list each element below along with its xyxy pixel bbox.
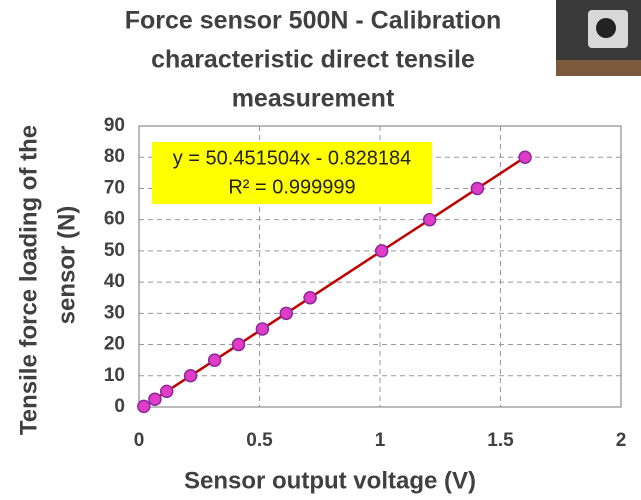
data-point xyxy=(138,400,150,412)
chart: Force sensor 500N - Calibration characte… xyxy=(0,0,641,500)
x-tick-label: 1.5 xyxy=(487,430,514,451)
y-tick-label: 30 xyxy=(104,302,125,323)
y-tick-label: 70 xyxy=(104,177,125,198)
data-point xyxy=(233,339,245,351)
data-point xyxy=(471,182,483,194)
photo xyxy=(556,0,641,76)
data-point xyxy=(161,385,173,397)
y-tick-label: 90 xyxy=(104,115,125,136)
equation: y = 50.451504x - 0.828184 xyxy=(173,147,412,169)
y-tick-label: 50 xyxy=(104,240,125,261)
data-point xyxy=(280,307,292,319)
y-tick-label: 40 xyxy=(104,271,125,292)
chart-title: Force sensor 500N - Calibration xyxy=(125,7,502,35)
data-point xyxy=(424,214,436,226)
data-point xyxy=(519,151,531,163)
y-axis-label: Tensile force loading of the xyxy=(15,125,42,435)
y-tick-label: 20 xyxy=(104,334,125,355)
r-squared: R² = 0.999999 xyxy=(228,176,355,198)
x-axis-label: Sensor output voltage (V) xyxy=(184,467,476,494)
background xyxy=(0,0,641,500)
data-point xyxy=(376,245,388,257)
y-tick-label: 10 xyxy=(104,365,125,386)
y-tick-label: 60 xyxy=(104,209,125,230)
x-tick-label: 1 xyxy=(375,430,386,451)
data-point xyxy=(304,292,316,304)
chart-title: measurement xyxy=(232,85,395,113)
y-axis-label: sensor (N) xyxy=(53,206,80,325)
x-tick-label: 0 xyxy=(134,430,145,451)
data-point xyxy=(185,370,197,382)
data-point xyxy=(149,393,161,405)
y-tick-label: 0 xyxy=(114,396,125,417)
y-tick-label: 80 xyxy=(104,146,125,167)
x-tick-label: 0.5 xyxy=(246,430,273,451)
data-point xyxy=(209,354,221,366)
data-point xyxy=(256,323,268,335)
chart-title: characteristic direct tensile xyxy=(151,46,475,74)
x-tick-label: 2 xyxy=(616,430,627,451)
